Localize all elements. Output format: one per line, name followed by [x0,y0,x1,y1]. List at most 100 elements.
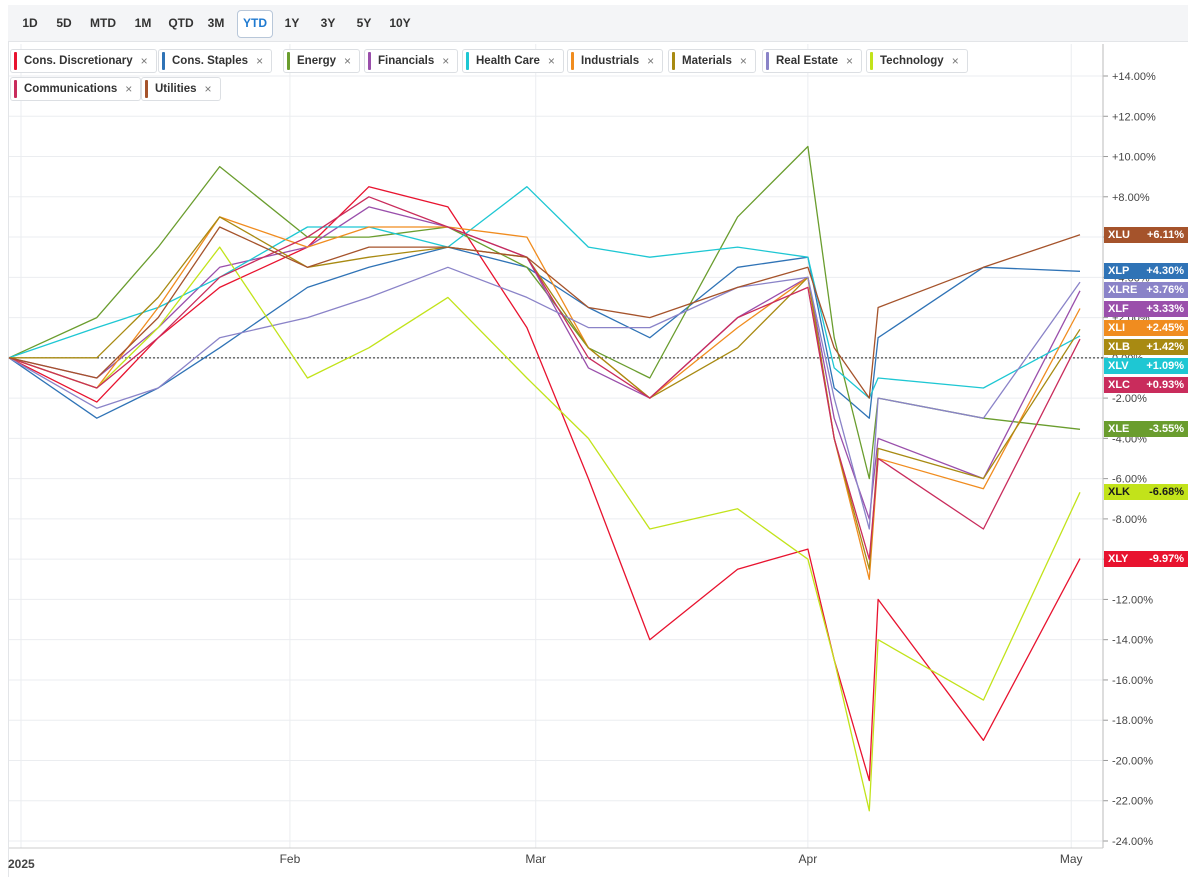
time-range-toolbar: 1D 5D MTD 1M QTD 3M YTD 1Y 3Y 5Y 10Y [8,5,1188,42]
remove-series-icon[interactable]: × [125,82,133,96]
badge-ticker: XLP [1108,265,1130,278]
remove-series-icon[interactable]: × [204,82,212,96]
badge-value: +1.42% [1146,341,1184,354]
range-button-3m[interactable]: 3M [207,16,225,30]
legend-label: Technology [880,55,944,67]
remove-series-icon[interactable]: × [846,54,854,68]
y-tick-label: +12.00% [1112,111,1156,123]
x-tick-label: Apr [799,852,818,866]
legend-item-xlp[interactable]: Cons. Staples × [158,49,273,73]
x-tick-label: May [1060,852,1083,866]
series-line-xlk [8,246,1081,812]
badge-value: +3.76% [1146,284,1184,297]
y-tick-label: -18.00% [1112,715,1153,727]
last-value-badge-xlk: XLK -6.68% [1104,484,1188,501]
last-value-badge-xlb: XLB +1.42% [1104,339,1188,356]
y-tick-label: -24.00% [1112,836,1153,848]
legend-item-xlb[interactable]: Materials × [668,49,756,73]
y-tick-label: -14.00% [1112,635,1153,647]
legend-item-xlf[interactable]: Financials × [364,49,459,73]
legend-swatch [14,80,17,98]
range-button-ytd[interactable]: YTD [237,10,273,38]
badge-value: +2.45% [1146,322,1184,335]
remove-series-icon[interactable]: × [256,54,264,68]
series-line-xlre [8,266,1081,530]
series-line-xlc [8,196,1081,560]
legend-swatch [466,52,469,70]
chart-area [8,41,1188,877]
range-button-5y[interactable]: 5Y [356,16,372,30]
badge-ticker: XLB [1108,341,1130,354]
y-tick-label: -22.00% [1112,796,1153,808]
badge-value: -6.68% [1149,486,1184,499]
x-tick-label: 2025 [8,857,35,871]
legend-swatch [287,52,290,70]
badge-ticker: XLC [1108,379,1130,392]
legend-swatch [571,52,574,70]
legend-item-xlk[interactable]: Technology × [866,49,968,73]
badge-value: +3.33% [1146,303,1184,316]
badge-ticker: XLV [1108,360,1129,373]
range-button-10y[interactable]: 10Y [389,16,411,30]
remove-series-icon[interactable]: × [442,54,450,68]
badge-ticker: XLK [1108,486,1130,499]
legend-item-xly[interactable]: Cons. Discretionary × [10,49,157,73]
remove-series-icon[interactable]: × [140,54,148,68]
remove-series-icon[interactable]: × [547,54,555,68]
legend-label: Utilities [155,83,197,95]
y-tick-label: -16.00% [1112,675,1153,687]
remove-series-icon[interactable]: × [951,54,959,68]
badge-ticker: XLY [1108,552,1129,565]
range-button-3y[interactable]: 3Y [320,16,336,30]
legend-item-xlc[interactable]: Communications × [10,77,142,101]
legend-item-xlre[interactable]: Real Estate × [762,49,863,73]
range-button-1y[interactable]: 1Y [284,16,300,30]
badge-value: +0.93% [1146,379,1184,392]
y-tick-label: +8.00% [1112,192,1150,204]
y-tick-label: -20.00% [1112,755,1153,767]
legend-item-xlv[interactable]: Health Care × [462,49,564,73]
legend-label: Financials [378,55,435,67]
range-button-5d[interactable]: 5D [56,16,72,30]
remove-series-icon[interactable]: × [739,54,747,68]
series-line-xlv [8,186,1081,399]
badge-value: +4.30% [1146,265,1184,278]
last-value-badge-xlu: XLU +6.11% [1104,226,1188,243]
y-tick-label: -6.00% [1112,474,1147,486]
legend-label: Industrials [581,55,640,67]
legend-swatch [672,52,675,70]
legend-label: Cons. Discretionary [24,55,133,67]
range-button-1d[interactable]: 1D [22,16,38,30]
series-line-xlu [8,226,1081,399]
range-button-1m[interactable]: 1M [134,16,152,30]
legend-label: Health Care [476,55,540,67]
last-value-badge-xly: XLY -9.97% [1104,550,1188,567]
badge-value: +6.11% [1146,228,1184,241]
legend-label: Real Estate [776,55,839,67]
badge-ticker: XLE [1108,423,1130,436]
range-button-mtd[interactable]: MTD [90,16,116,30]
legend-label: Communications [24,83,118,95]
remove-series-icon[interactable]: × [647,54,655,68]
y-tick-label: +14.00% [1112,71,1156,83]
y-tick-label: -8.00% [1112,514,1147,526]
remove-series-icon[interactable]: × [344,54,352,68]
badge-ticker: XLF [1108,303,1129,316]
legend-item-xle[interactable]: Energy × [283,49,361,73]
legend-item-xli[interactable]: Industrials × [567,49,664,73]
badge-value: +1.09% [1146,360,1184,373]
legend-swatch [145,80,148,98]
legend-swatch [368,52,371,70]
x-tick-label: Mar [525,852,546,866]
legend-item-xlu[interactable]: Utilities × [141,77,221,101]
legend-label: Energy [297,55,336,67]
y-tick-label: +10.00% [1112,152,1156,164]
y-tick-label: -12.00% [1112,594,1153,606]
last-value-badge-xlv: XLV +1.09% [1104,358,1188,375]
x-tick-label: Feb [280,852,301,866]
range-button-qtd[interactable]: QTD [168,16,194,30]
last-value-badge-xlre: XLRE +3.76% [1104,282,1188,299]
last-value-badge-xlp: XLP +4.30% [1104,263,1188,280]
